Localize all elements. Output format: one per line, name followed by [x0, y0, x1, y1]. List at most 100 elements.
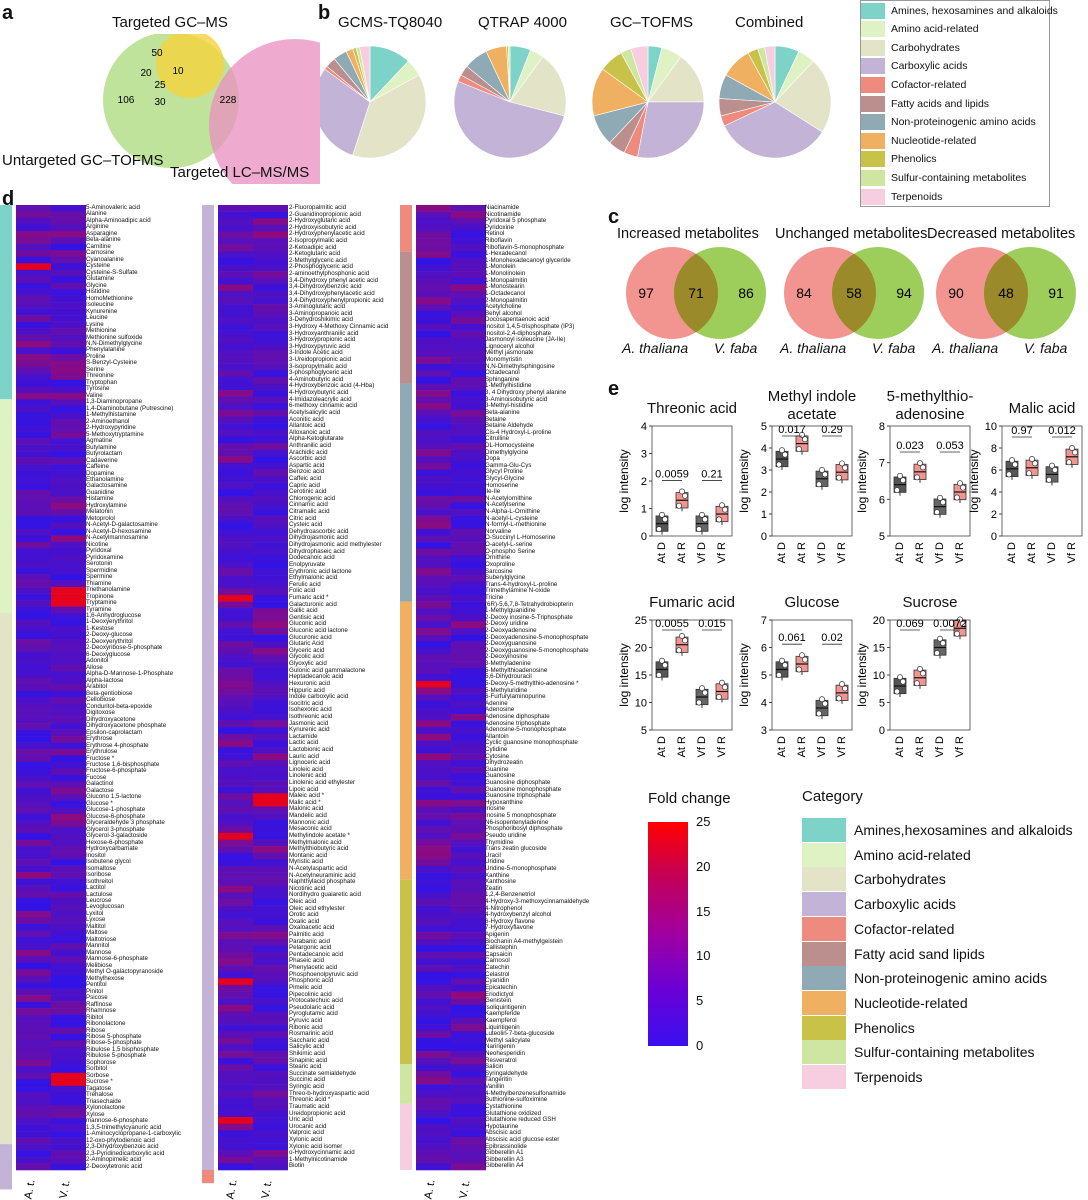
heatmap-row-label: Inosine	[485, 805, 505, 813]
heatmap-cell	[218, 436, 253, 444]
legend-b-item: Phenolics	[861, 151, 937, 168]
heatmap-cell	[253, 462, 288, 470]
heatmap-cell	[16, 923, 51, 931]
heatmap-cell	[51, 684, 86, 692]
legend-d-label: Carbohydrates	[854, 871, 946, 888]
legend-d-item: Amines,hexosamines and alkaloids	[802, 818, 1073, 842]
heatmap-row-label: Lactulose	[86, 890, 113, 898]
heatmap-row-label: Myristic acid	[289, 858, 324, 866]
heatmap-cell	[416, 892, 451, 900]
heatmap-cell	[253, 899, 288, 906]
heatmap-cell	[416, 383, 451, 391]
legend-b-swatch	[861, 2, 885, 19]
legend-d-item: Carboxylic acids	[802, 892, 956, 917]
venn-c-species-right: V. faba	[1024, 340, 1068, 356]
heatmap-cell	[416, 971, 451, 979]
heatmap-cell	[451, 918, 486, 926]
heatmap-cell	[451, 1156, 486, 1164]
pie-slice	[507, 45, 511, 103]
heatmap-cell	[218, 826, 253, 834]
boxplot-xlabel: At D	[1006, 542, 1018, 563]
heatmap-cell	[218, 310, 253, 318]
heatmap-cell	[416, 832, 451, 840]
heatmap-cell	[16, 477, 51, 484]
heatmap-row-label: Glycine	[86, 281, 107, 289]
heatmap-row-label: Ascorbic acid	[289, 455, 326, 463]
heatmap-cell	[416, 509, 451, 516]
heatmap-cell	[451, 337, 486, 345]
heatmap-cell	[451, 429, 486, 437]
heatmap-cell	[253, 1024, 288, 1032]
heatmap-cell	[218, 370, 253, 378]
heatmap-cell	[416, 357, 451, 364]
heatmap-cell	[416, 350, 451, 358]
heatmap-cell	[451, 1143, 486, 1151]
heatmap-cell	[451, 257, 486, 265]
heatmap-cell	[253, 330, 288, 338]
legend-b-item: Nucleotide-related	[861, 132, 976, 149]
heatmap-row-label: Spermine	[86, 573, 113, 581]
heatmap-cell	[218, 793, 253, 801]
heatmap-cell	[416, 218, 451, 226]
heatmap-cell	[416, 859, 451, 867]
heatmap-cell	[16, 749, 51, 756]
heatmap-row-label: Alloxanoic acid	[289, 428, 331, 436]
heatmap-cell	[451, 575, 486, 583]
heatmap-cell	[253, 555, 288, 563]
heatmap-cell	[253, 707, 288, 715]
heatmap-cell	[253, 905, 288, 913]
heatmap-cell	[51, 716, 86, 724]
heatmap-cell	[253, 746, 288, 754]
boxplot-point	[796, 666, 802, 673]
heatmap-cell	[416, 522, 451, 530]
heatmap-row-label: Epsilon-caprolactam	[86, 728, 143, 736]
heatmap-row-label: 3-Indole Acetic acid	[289, 349, 343, 357]
heatmap-cell	[51, 800, 86, 808]
heatmap-cell	[16, 522, 51, 530]
heatmap-row-label: Arabitol	[86, 683, 107, 691]
venn-a-circle-gc	[156, 34, 224, 98]
heatmap-row-label: 2-Deoxyadenosine	[485, 627, 537, 634]
heatmap-cell	[51, 502, 86, 510]
heatmap-row-label: Dihydrozeatin	[485, 759, 523, 767]
heatmap-cell	[16, 211, 51, 219]
heatmap-cell	[218, 694, 253, 702]
heatmap-cell	[218, 674, 253, 682]
heatmap-row-label: Alanine	[86, 210, 107, 218]
boxplot-frame	[889, 425, 971, 537]
heatmap-row-label: Histamine	[86, 495, 114, 503]
heatmap-cell	[451, 965, 486, 973]
heatmap-row-label: Naringenin	[485, 1043, 515, 1051]
heatmap-row-label: Orotic acid	[289, 911, 319, 919]
heatmap-cell	[218, 1163, 253, 1171]
heatmap-cell	[51, 405, 86, 413]
heatmap-cell	[51, 1027, 86, 1035]
legend-d-label: Terpenoids	[854, 1069, 923, 1085]
heatmap-cell	[416, 495, 451, 503]
heatmap-cell	[253, 740, 288, 748]
heatmap-cell	[16, 613, 51, 620]
heatmap-row-label: Sphinganine	[485, 375, 520, 383]
heatmap-cell	[416, 594, 451, 602]
boxplot-ytick-label: 4	[761, 698, 767, 710]
heatmap-row-label: Tagatose	[86, 1084, 112, 1092]
heatmap-row-label: Melatonin	[86, 508, 113, 516]
heatmap-row-label: 3-phosphoglyceric acid	[289, 369, 353, 377]
heatmap-cell	[16, 243, 51, 251]
heatmap-cell	[16, 289, 51, 296]
heatmap-cell	[51, 723, 86, 730]
heatmap-cell	[16, 885, 51, 892]
heatmap-row-label: Phenylacetic acid	[289, 964, 338, 972]
heatmap-cell	[253, 806, 288, 814]
legend-b-item: Amines, hexosamines and alkaloids	[861, 2, 1058, 19]
heatmap-cell	[51, 217, 86, 225]
legend-b-item: Amino acid-related	[861, 21, 979, 38]
legend-d-item: Amino acid-related	[802, 842, 971, 867]
heatmap-cell	[16, 872, 51, 879]
heatmap-cell	[16, 820, 51, 828]
heatmap-cell	[16, 1033, 51, 1041]
heatmap-row-label: Thiamine	[86, 579, 112, 587]
boxplot-point	[699, 685, 705, 692]
panel-letter-e: e	[608, 378, 620, 400]
heatmap-row-label: Citramalic acid	[289, 508, 330, 516]
